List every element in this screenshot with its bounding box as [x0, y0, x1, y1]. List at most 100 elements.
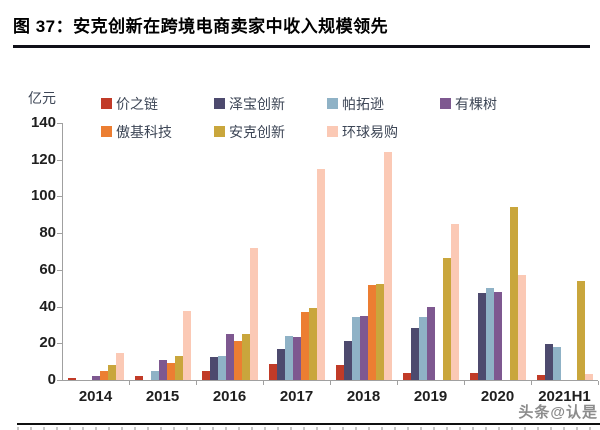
legend-item-帕拓逊: 帕拓逊	[327, 95, 440, 112]
bar-傲基科技-2016	[233, 341, 242, 380]
bar-group-2021H1	[531, 123, 598, 380]
bar-安克创新-2017	[308, 308, 317, 380]
x-axis-label-2020: 2020	[480, 388, 515, 405]
x-axis-tick	[129, 381, 130, 385]
y-axis-tick	[57, 380, 62, 381]
bar-group-2018	[330, 123, 397, 380]
bar-傲基科技-2014	[99, 371, 108, 380]
bar-安克创新-2015	[174, 356, 183, 380]
legend-label: 傲基科技	[116, 123, 172, 140]
bar-有棵树-2018	[359, 316, 368, 380]
legend-swatch-icon	[214, 126, 225, 137]
bar-环球易购-2021H1	[584, 374, 593, 380]
bar-帕拓逊-2019	[418, 317, 427, 380]
legend-label: 安克创新	[229, 123, 285, 140]
bar-环球易购-2016	[249, 248, 258, 380]
bar-泽宝创新-2019	[410, 328, 419, 380]
legend-swatch-icon	[327, 98, 338, 109]
x-axis-label-2018: 2018	[346, 388, 381, 405]
bar-环球易购-2020	[517, 275, 526, 380]
x-axis-tick	[598, 381, 599, 385]
bar-泽宝创新-2016	[209, 357, 218, 380]
watermark: 头条@认是	[518, 404, 598, 421]
legend-swatch-icon	[440, 98, 451, 109]
legend-item-有棵树: 有棵树	[440, 95, 553, 112]
legend-label: 泽宝创新	[229, 95, 285, 112]
y-axis-tick-label: 60	[39, 260, 56, 278]
x-axis-tick	[397, 381, 398, 385]
bar-价之链-2020	[469, 373, 478, 380]
legend-swatch-icon	[101, 98, 112, 109]
bar-帕拓逊-2015	[150, 371, 159, 380]
legend-label: 有棵树	[455, 95, 497, 112]
bar-有棵树-2020	[493, 292, 502, 380]
title-divider	[13, 45, 590, 48]
y-axis-tick-label: 80	[39, 224, 56, 242]
bar-价之链-2017	[268, 364, 277, 380]
x-axis-label-2021H1: 2021H1	[538, 388, 591, 405]
bottom-divider	[17, 423, 600, 425]
bar-价之链-2019	[402, 373, 411, 380]
bar-安克创新-2016	[241, 334, 250, 380]
legend-item-价之链: 价之链	[101, 95, 214, 112]
chart-legend: 价之链 泽宝创新 帕拓逊 有棵树傲基科技 安克创新 环球易购	[101, 95, 553, 140]
x-axis-label-2019: 2019	[413, 388, 448, 405]
y-axis-tick	[57, 269, 62, 271]
bar-安克创新-2019	[442, 258, 451, 380]
x-axis-label-2014: 2014	[78, 388, 113, 405]
bar-环球易购-2017	[316, 169, 325, 380]
bar-group-2020	[464, 123, 531, 380]
x-axis-tick	[196, 381, 197, 385]
y-axis-tick-label: 140	[30, 114, 56, 131]
x-axis-tick	[330, 381, 331, 385]
bar-傲基科技-2017	[300, 312, 309, 380]
bar-环球易购-2019	[450, 224, 459, 380]
legend-label: 帕拓逊	[342, 95, 384, 112]
bar-帕拓逊-2020	[485, 288, 494, 380]
y-axis-tick-label: 40	[39, 297, 56, 315]
bar-安克创新-2020	[509, 207, 518, 380]
bar-帕拓逊-2017	[284, 336, 293, 380]
y-axis-tick	[57, 123, 62, 124]
bar-帕拓逊-2018	[351, 317, 360, 380]
figure-title: 图 37：安克创新在跨境电商卖家中收入规模领先	[13, 17, 389, 36]
cropped-source-text	[17, 427, 600, 430]
y-axis-tick	[57, 159, 62, 161]
y-axis-unit-label: 亿元	[28, 90, 56, 106]
bar-有棵树-2015	[158, 360, 167, 380]
y-axis-tick-label: 120	[30, 150, 56, 168]
x-axis-line	[62, 380, 598, 381]
y-axis-tick	[57, 343, 62, 345]
y-axis-tick-label: 100	[30, 187, 56, 205]
x-axis-tick	[464, 381, 465, 385]
bar-帕拓逊-2021H1	[552, 347, 561, 380]
bar-有棵树-2014	[91, 376, 100, 380]
y-axis-tick-label: 20	[39, 334, 56, 352]
legend-label: 价之链	[116, 95, 158, 112]
bar-泽宝创新-2017	[276, 349, 285, 380]
x-axis-label-2016: 2016	[212, 388, 247, 405]
y-axis-tick-label: 0	[47, 371, 56, 388]
x-axis-tick	[263, 381, 264, 385]
bar-安克创新-2021H1	[576, 281, 585, 380]
bar-环球易购-2018	[383, 152, 392, 380]
bar-傲基科技-2018	[367, 285, 376, 380]
bar-group-2014	[62, 123, 129, 380]
bar-价之链-2014	[67, 378, 76, 380]
bar-泽宝创新-2018	[343, 341, 352, 380]
y-axis-tick	[57, 233, 62, 235]
x-axis-tick	[531, 381, 532, 385]
bar-泽宝创新-2020	[477, 293, 486, 380]
y-axis-tick	[57, 196, 62, 198]
legend-swatch-icon	[214, 98, 225, 109]
legend-item-安克创新: 安克创新	[214, 123, 327, 140]
y-axis-line	[62, 123, 63, 381]
legend-swatch-icon	[327, 126, 338, 137]
legend-item-泽宝创新: 泽宝创新	[214, 95, 327, 112]
x-axis-label-2015: 2015	[145, 388, 180, 405]
legend-label: 环球易购	[342, 123, 398, 140]
legend-swatch-icon	[101, 126, 112, 137]
x-axis-label-2017: 2017	[279, 388, 314, 405]
bar-价之链-2018	[335, 365, 344, 380]
